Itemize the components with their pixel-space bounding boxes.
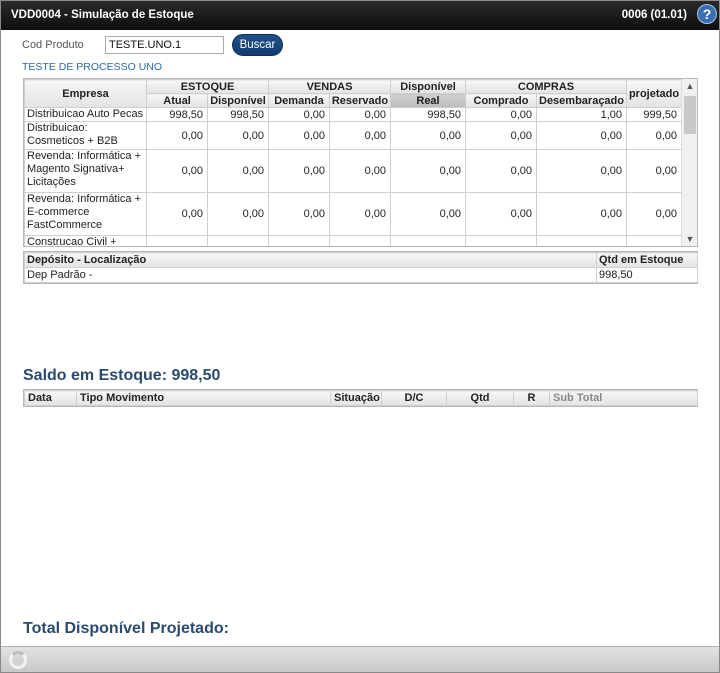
cell-disponivel: 0,00 [207,192,269,236]
movements-grid: Data Tipo Movimento Situação D/C Qtd R S… [23,389,698,407]
saldo-estoque-heading: Saldo em Estoque: 998,50 [23,367,221,384]
status-bar [1,646,719,672]
table-row[interactable]: Construcao Civil + [24,235,683,246]
cell-reservado: 0,00 [329,149,391,193]
chevron-up-icon[interactable]: ▲ [685,81,695,91]
cell-disponivel: 0,00 [207,149,269,193]
cell-reservado: 0,00 [329,121,391,150]
table-row[interactable]: Distribuicao: Cosmeticos + B2B 0,00 0,00… [24,121,683,150]
cell-demanda: 0,00 [268,149,330,193]
cell-comprado: 0,00 [465,192,537,236]
cell-atual: 998,50 [146,107,208,122]
deposit-grid: Depósito - Localização Qtd em Estoque De… [23,251,698,284]
cell-real [390,235,466,246]
cell-projetado: 999,50 [626,107,683,122]
header-desembaracado[interactable]: Desembaraçado [535,93,628,108]
cell-reservado: 0,00 [329,192,391,236]
cell-empresa: Revenda: Informática + Magento Signativa… [24,149,147,193]
cell-empresa: Revenda: Informática + E-commerce FastCo… [24,192,147,236]
cell-real: 0,00 [390,121,466,150]
header-tipo-movimento[interactable]: Tipo Movimento [76,390,331,406]
header-qtd-estoque[interactable]: Qtd em Estoque [596,252,698,268]
table-row[interactable]: Distribuicao Auto Pecas 998,50 998,50 0,… [24,107,683,122]
cell-desembaracado: 0,00 [535,149,628,193]
header-real[interactable]: Real [390,93,466,108]
loading-spinner-icon [9,651,27,669]
cell-real: 0,00 [390,192,466,236]
vertical-scrollbar[interactable]: ▲ ▼ [681,79,697,246]
header-situacao[interactable]: Situação [330,390,382,406]
header-compras: COMPRAS [464,79,628,94]
scrollbar-thumb[interactable] [684,96,696,134]
header-qtd[interactable]: Qtd [446,390,514,406]
cell-atual: 0,00 [146,121,208,150]
header-vendas: VENDAS [268,79,391,94]
cell-comprado [465,235,537,246]
window-title: VDD0004 - Simulação de Estoque [11,9,194,21]
cell-empresa: Distribuicao Auto Pecas [24,107,147,122]
cell-disponivel: 998,50 [207,107,269,122]
header-deposito-localizacao[interactable]: Depósito - Localização [24,252,597,268]
cod-produto-label: Cod Produto [22,39,84,51]
cell-reservado: 0,00 [329,107,391,122]
cell-desembaracado: 1,00 [535,107,628,122]
cell-projetado: 0,00 [626,192,683,236]
cell-demanda: 0,00 [268,121,330,150]
cell-desembaracado: 0,00 [535,192,628,236]
header-disponivel-estoque[interactable]: Disponível [207,93,269,108]
cell-deposito: Dep Padrão - [24,267,597,283]
cell-comprado: 0,00 [465,107,537,122]
total-disponivel-projetado-heading: Total Disponível Projetado: [23,620,229,637]
cell-demanda: 0,00 [268,192,330,236]
cell-desembaracado [535,235,628,246]
cell-empresa: Construcao Civil + [24,235,147,246]
header-reservado[interactable]: Reservado [329,93,391,108]
help-icon[interactable]: ? [697,4,717,24]
cell-atual: 0,00 [146,192,208,236]
header-disponivel: Disponível [390,79,466,94]
title-bar: VDD0004 - Simulação de Estoque 0006 (01.… [1,1,719,30]
header-r[interactable]: R [513,390,550,406]
cell-comprado: 0,00 [465,121,537,150]
cod-produto-input[interactable] [105,36,224,54]
table-row[interactable]: Revenda: Informática + Magento Signativa… [24,149,683,193]
header-projetado[interactable]: projetado [626,79,683,108]
cell-demanda: 0,00 [268,107,330,122]
cell-atual [146,235,208,246]
cell-real: 0,00 [390,149,466,193]
cell-disponivel: 0,00 [207,121,269,150]
cell-demanda [268,235,330,246]
cell-disponivel [207,235,269,246]
header-sub-total[interactable]: Sub Total [549,390,698,406]
cell-projetado: 0,00 [626,121,683,150]
header-atual[interactable]: Atual [146,93,208,108]
header-dc[interactable]: D/C [381,390,447,406]
stock-grid: Empresa ESTOQUE VENDAS Disponível COMPRA… [23,78,698,247]
cell-projetado [626,235,683,246]
header-demanda[interactable]: Demanda [268,93,330,108]
cell-empresa: Distribuicao: Cosmeticos + B2B [24,121,147,150]
chevron-down-icon[interactable]: ▼ [685,234,695,244]
cell-real: 998,50 [390,107,466,122]
cell-qtd: 998,50 [596,267,698,283]
header-comprado[interactable]: Comprado [465,93,537,108]
company-code: 0006 (01.01) [621,9,687,21]
buscar-button[interactable]: Buscar [232,34,283,56]
cell-atual: 0,00 [146,149,208,193]
header-empresa[interactable]: Empresa [24,79,147,108]
table-row[interactable]: Revenda: Informática + E-commerce FastCo… [24,192,683,236]
cell-reservado [329,235,391,246]
cell-projetado: 0,00 [626,149,683,193]
product-description: TESTE DE PROCESSO UNO [22,61,163,73]
cell-comprado: 0,00 [465,149,537,193]
header-estoque: ESTOQUE [146,79,269,94]
cell-desembaracado: 0,00 [535,121,628,150]
header-data[interactable]: Data [24,390,77,406]
table-row[interactable]: Dep Padrão - 998,50 [24,267,698,283]
